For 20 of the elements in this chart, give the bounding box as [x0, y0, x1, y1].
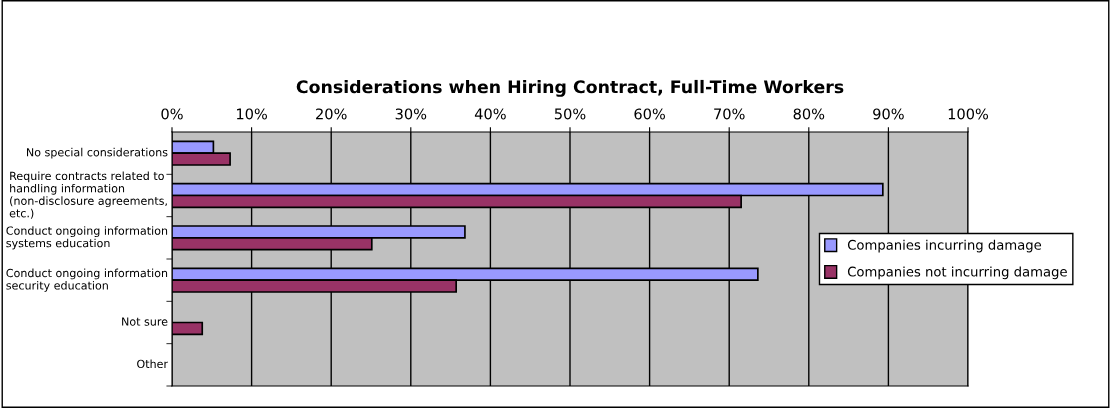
legend-label: Companies not incurring damage [847, 266, 1067, 280]
chart-title: Considerations when Hiring Contract, Full-Time Workers [296, 79, 844, 97]
y-tick-label: Other [137, 359, 169, 369]
x-tick-label: 10% [237, 108, 267, 120]
x-tick-label: 0% [161, 108, 183, 120]
x-tick-label: 30% [395, 108, 427, 120]
y-tick-label: Require contracts related to handling information (non-disclosure agreements, etc.) [9, 171, 167, 219]
y-tick-label: No special considerations [27, 147, 168, 159]
x-tick-label: 80% [793, 108, 825, 120]
x-tick-label: 40% [474, 108, 506, 120]
y-tick-label: Conduct ongoing information systems education [6, 226, 168, 250]
y-tick-label: Not sure [122, 317, 168, 326]
x-tick-label: 70% [714, 108, 745, 120]
x-tick-label: 90% [873, 108, 904, 120]
x-tick-label: 20% [316, 108, 347, 120]
legend-label: Companies incurring damage [847, 239, 1042, 253]
x-tick-label: 50% [554, 108, 586, 120]
y-tick-label: Conduct ongoing information security education [6, 268, 168, 292]
x-tick-label: 100% [948, 108, 989, 120]
x-tick-label: 60% [634, 108, 665, 120]
